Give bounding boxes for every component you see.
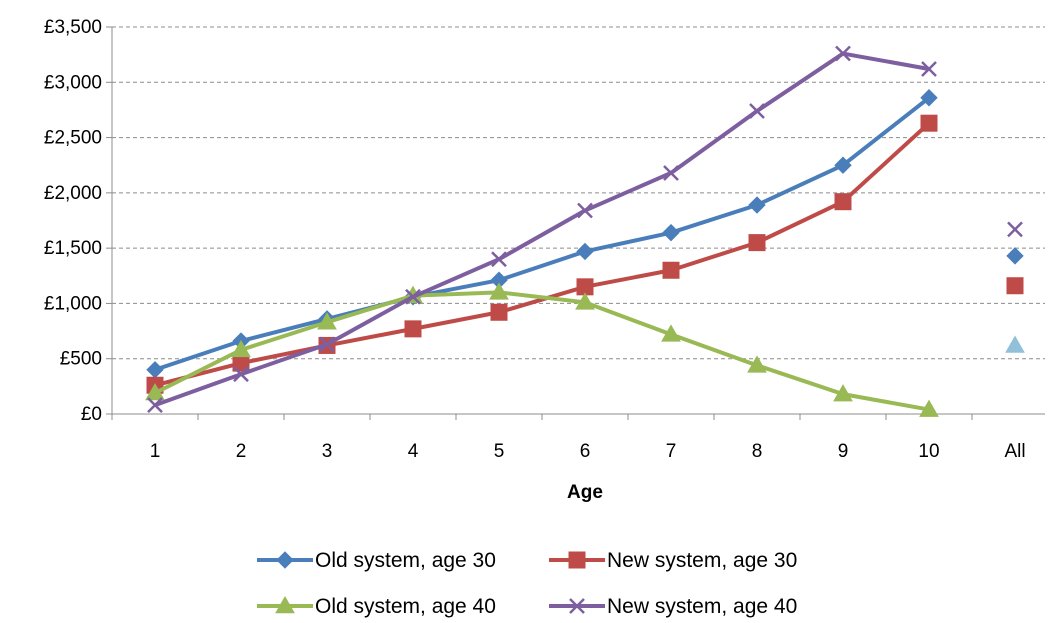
x-tick-label: 9 bbox=[838, 441, 849, 462]
data-point bbox=[662, 261, 680, 279]
data-point-all bbox=[1006, 277, 1024, 295]
data-point bbox=[491, 251, 507, 268]
marker-stroke bbox=[233, 366, 249, 383]
series-line bbox=[154, 96, 931, 372]
y-tick-label: £1,500 bbox=[44, 238, 102, 259]
data-point bbox=[662, 223, 680, 242]
data-point bbox=[317, 312, 337, 330]
y-tick-label: £2,000 bbox=[44, 183, 102, 204]
data-point bbox=[834, 156, 852, 174]
axes bbox=[106, 26, 1045, 420]
y-tick-label: £3,000 bbox=[44, 72, 102, 93]
series-line bbox=[154, 290, 930, 412]
data-point bbox=[576, 242, 594, 261]
marker-stroke bbox=[577, 202, 593, 219]
data-point-all bbox=[1007, 221, 1023, 238]
legend-marker bbox=[569, 598, 585, 614]
y-tick-label: £2,500 bbox=[44, 128, 102, 149]
y-tick-label: £0 bbox=[81, 404, 102, 425]
data-point bbox=[748, 196, 766, 214]
x-tick-label: 1 bbox=[150, 441, 161, 462]
marker-stroke bbox=[147, 397, 163, 414]
tick-labels: £0 £500 £1,000 £1,500 £2,000 £2,500 £3,000 £3,5… bbox=[44, 17, 1026, 462]
data-point bbox=[577, 202, 593, 219]
data-point bbox=[749, 103, 765, 119]
data-point bbox=[405, 288, 421, 305]
legend-label: New system, age 40 bbox=[607, 595, 797, 618]
x-tick-label: All bbox=[1004, 441, 1025, 462]
data-point bbox=[575, 292, 595, 310]
x-tick-label: 7 bbox=[666, 441, 677, 462]
legend: Old system, age 30 New system, age 30 Old … bbox=[257, 549, 797, 618]
data-point bbox=[146, 361, 164, 379]
y-tick-label: £500 bbox=[60, 349, 102, 370]
marker-stroke bbox=[921, 61, 937, 77]
data-point bbox=[489, 282, 509, 300]
marker-stroke bbox=[1007, 221, 1023, 238]
marker-stroke bbox=[491, 251, 507, 268]
data-point bbox=[145, 382, 165, 401]
marker-stroke bbox=[663, 165, 679, 181]
data-point bbox=[920, 114, 938, 132]
data-point bbox=[490, 303, 508, 321]
data-point-all bbox=[1005, 335, 1025, 353]
data-point bbox=[147, 397, 163, 414]
data-point bbox=[663, 165, 679, 181]
legend-item: Old system, age 30 bbox=[257, 549, 496, 572]
legend-label: New system, age 30 bbox=[607, 549, 797, 572]
marker-stroke bbox=[405, 288, 421, 305]
x-tick-label: 8 bbox=[752, 441, 763, 462]
data-point bbox=[319, 336, 335, 353]
legend-item: New system, age 40 bbox=[549, 595, 797, 618]
x-tick-label: 4 bbox=[408, 441, 419, 462]
legend-label: Old system, age 40 bbox=[315, 595, 496, 618]
data-point bbox=[404, 320, 422, 338]
data-point bbox=[919, 399, 939, 417]
data-point bbox=[833, 384, 853, 402]
data-point bbox=[661, 324, 681, 342]
x-tick-label: 6 bbox=[580, 441, 591, 462]
data-point bbox=[231, 339, 251, 358]
data-point bbox=[921, 61, 937, 77]
data-point bbox=[920, 89, 938, 107]
legend-marker bbox=[276, 551, 294, 569]
legend-label: Old system, age 30 bbox=[315, 549, 496, 572]
data-point bbox=[747, 355, 767, 373]
series-1 bbox=[146, 89, 1024, 379]
series-line bbox=[154, 51, 930, 408]
data-point bbox=[748, 234, 766, 252]
x-tick-label: 10 bbox=[918, 441, 939, 462]
legend-marker bbox=[275, 595, 295, 614]
series-layer bbox=[145, 45, 1025, 417]
x-axis-title: Age bbox=[567, 482, 603, 503]
x-tick-label: 3 bbox=[322, 441, 333, 462]
marker-stroke bbox=[835, 45, 851, 62]
data-point-all bbox=[1006, 247, 1024, 265]
data-point bbox=[233, 366, 249, 383]
series-4 bbox=[147, 45, 1023, 414]
gridlines bbox=[112, 26, 1045, 360]
marker-stroke bbox=[749, 103, 765, 119]
x-tick-label: 2 bbox=[236, 441, 247, 462]
marker-stroke bbox=[319, 336, 335, 353]
data-point bbox=[835, 45, 851, 62]
legend-marker bbox=[568, 551, 586, 569]
legend-item: Old system, age 40 bbox=[257, 595, 496, 618]
data-point bbox=[834, 193, 852, 211]
legend-item: New system, age 30 bbox=[549, 549, 797, 572]
y-tick-label: £1,000 bbox=[44, 293, 102, 314]
y-tick-label: £3,500 bbox=[44, 17, 102, 38]
series-line bbox=[154, 121, 931, 388]
x-tick-label: 5 bbox=[494, 441, 505, 462]
marker-stroke bbox=[569, 598, 585, 614]
